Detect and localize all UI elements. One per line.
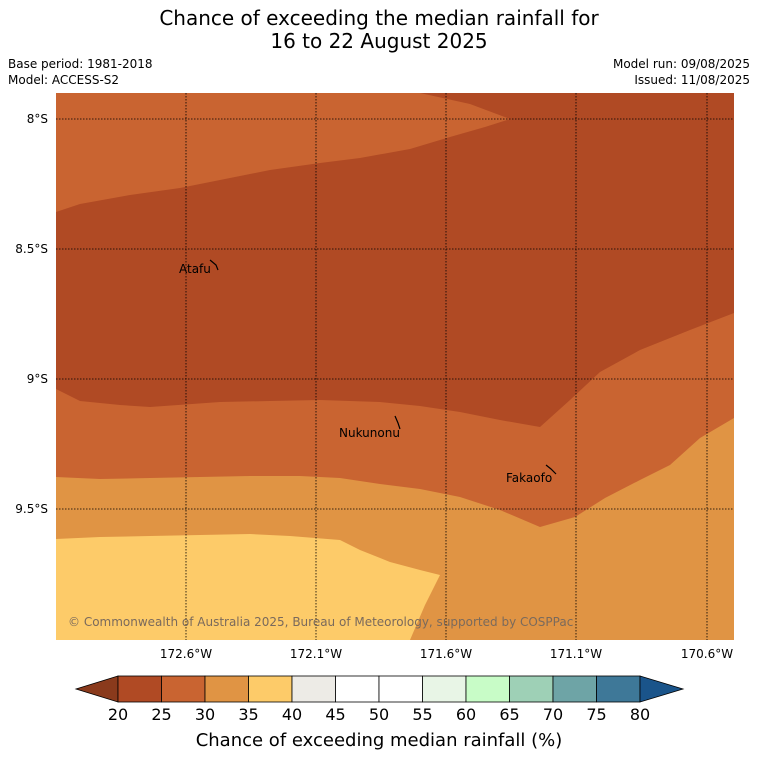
colorbar-swatch xyxy=(291,675,336,703)
band-20-25-region xyxy=(56,93,734,427)
colorbar-tick-65: 65 xyxy=(499,705,520,724)
colorbar-tick-20: 20 xyxy=(107,705,129,724)
lat-label-8-5s: 8.5°S xyxy=(15,242,48,256)
fakaofo-island-shape xyxy=(545,464,557,475)
colorbar-swatch xyxy=(204,675,249,703)
colorbar xyxy=(74,675,685,703)
colorbar-swatch xyxy=(248,675,293,703)
place-label-fakaofo: Fakaofo xyxy=(506,471,552,485)
map-gridlines xyxy=(56,93,734,640)
chart-title-line1: Chance of exceeding the median rainfall … xyxy=(159,6,599,30)
colorbar-tick-55: 55 xyxy=(412,705,433,724)
colorbar-tick-50: 50 xyxy=(368,705,390,724)
band-35-40-region xyxy=(56,534,440,640)
colorbar-swatch xyxy=(378,675,423,703)
colorbar-swatch xyxy=(465,675,510,703)
nukunonu-island-shape xyxy=(394,415,401,430)
colorbar-swatch xyxy=(117,675,162,703)
model-run: Model run: 09/08/2025 xyxy=(612,57,750,71)
map-credit: © Commonwealth of Australia 2025, Bureau… xyxy=(68,615,573,629)
lon-label-170-6w: 170.6°W xyxy=(680,647,734,661)
colorbar-tick-70: 70 xyxy=(542,705,564,724)
island-outlines xyxy=(209,259,557,475)
colorbar-swatch xyxy=(552,675,597,703)
lat-label-8s: 8°S xyxy=(26,112,48,126)
colorbar-low-extension xyxy=(74,675,119,703)
colorbar-title: Chance of exceeding median rainfall (%) xyxy=(195,730,563,751)
colorbar-swatch xyxy=(596,675,641,703)
lon-label-171-1w: 171.1°W xyxy=(549,647,603,661)
lon-label-171-6w: 171.6°W xyxy=(419,647,473,661)
colorbar-swatch xyxy=(335,675,380,703)
colorbar-swatch xyxy=(509,675,554,703)
place-label-atafu: Atafu xyxy=(179,262,211,276)
colorbar-tick-45: 45 xyxy=(325,705,346,724)
colorbar-tick-30: 30 xyxy=(194,705,216,724)
issued-date: Issued: 11/08/2025 xyxy=(634,73,750,87)
lat-label-9s: 9°S xyxy=(26,372,48,386)
place-label-nukunonu: Nukunonu xyxy=(339,426,400,440)
colorbar-tick-35: 35 xyxy=(238,705,259,724)
lat-label-9-5s: 9.5°S xyxy=(15,502,48,516)
colorbar-swatch xyxy=(161,675,206,703)
lon-label-172-6w: 172.6°W xyxy=(159,647,213,661)
model-name: Model: ACCESS-S2 xyxy=(8,73,120,87)
colorbar-tick-40: 40 xyxy=(281,705,303,724)
colorbar-tick-60: 60 xyxy=(455,705,477,724)
colorbar-tick-75: 75 xyxy=(586,705,607,724)
map-area xyxy=(56,93,734,640)
colorbar-swatch xyxy=(422,675,467,703)
lon-label-172-1w: 172.1°W xyxy=(289,647,343,661)
base-period: Base period: 1981-2018 xyxy=(8,57,153,71)
colorbar-tick-25: 25 xyxy=(151,705,172,724)
chart-title-line2: 16 to 22 August 2025 xyxy=(270,29,488,53)
colorbar-high-extension xyxy=(639,675,685,703)
meta-right: Model run: 09/08/2025 Issued: 11/08/2025 xyxy=(613,56,750,88)
colorbar-tick-80: 80 xyxy=(629,705,651,724)
meta-left: Base period: 1981-2018 Model: ACCESS-S2 xyxy=(8,56,153,88)
atafu-island-shape xyxy=(209,259,219,271)
